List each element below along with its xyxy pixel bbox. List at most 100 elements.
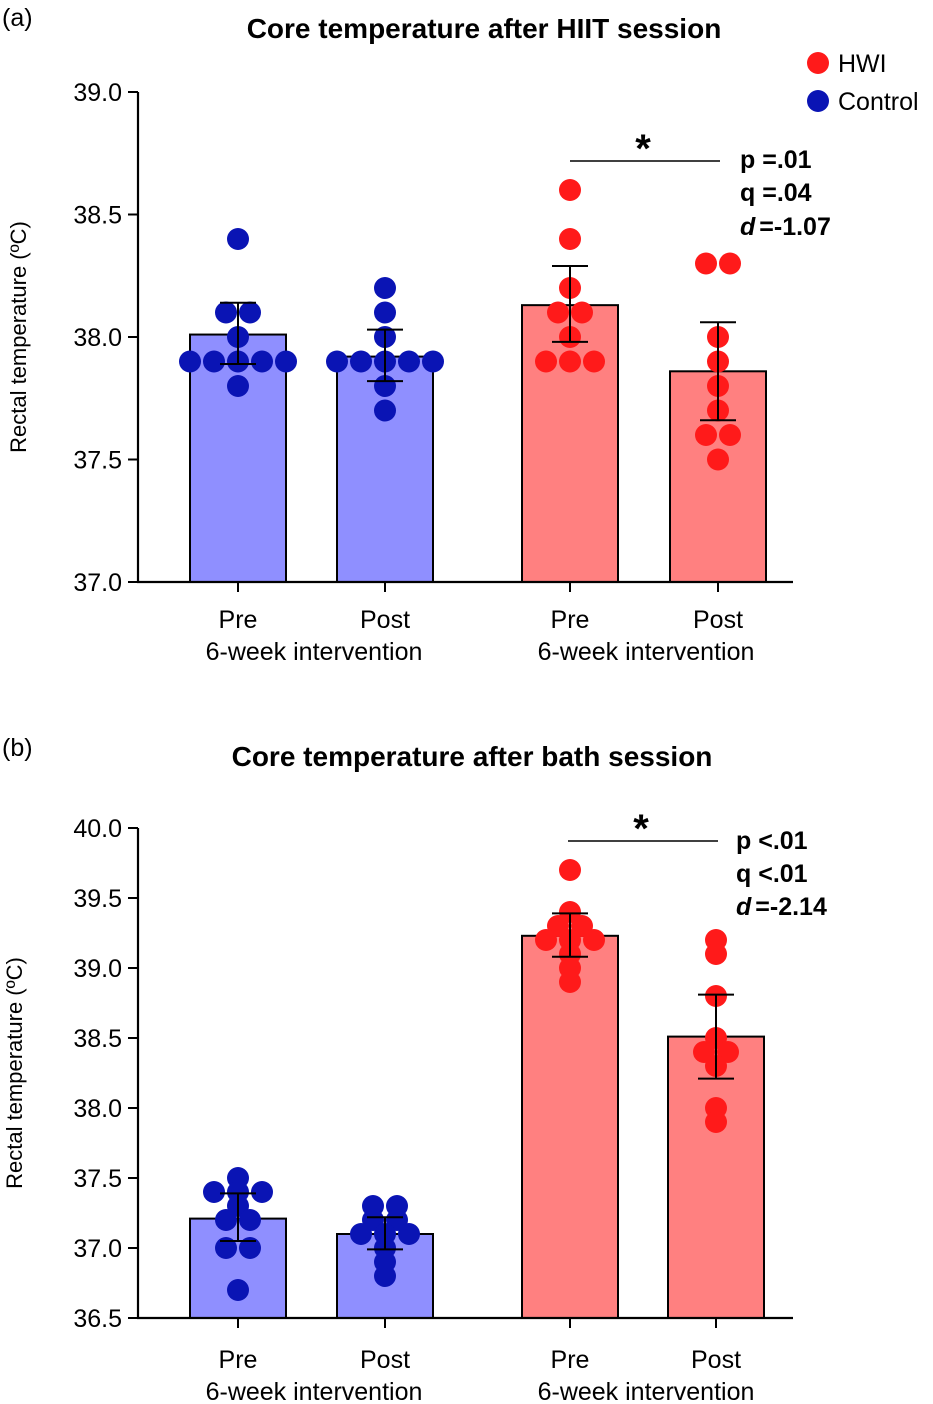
panel-b-group-label: 6-week intervention xyxy=(206,1378,423,1404)
data-point xyxy=(695,252,717,275)
legend-hwi-marker xyxy=(807,52,829,74)
panel-a-category-label: Pre xyxy=(219,606,258,634)
y-tick-label: 38.0 xyxy=(73,324,122,352)
panel-b-p-value: p <.01 xyxy=(736,827,808,855)
data-point xyxy=(559,179,581,201)
panel-b-q-value: q <.01 xyxy=(736,860,808,888)
data-point xyxy=(275,350,297,373)
data-point xyxy=(398,1223,420,1245)
data-point xyxy=(535,350,557,373)
data-point xyxy=(374,399,396,422)
data-point xyxy=(374,1265,396,1287)
panel-a-marks xyxy=(179,179,767,583)
data-point xyxy=(350,350,372,373)
data-point xyxy=(203,1181,225,1203)
panel-a-group-label: 6-week intervention xyxy=(206,638,423,666)
panel-a-title: Core temperature after HIIT session xyxy=(247,13,722,44)
data-point xyxy=(374,277,396,299)
data-point xyxy=(227,375,249,397)
data-point xyxy=(227,1279,249,1301)
data-point xyxy=(215,1209,237,1231)
data-point xyxy=(251,350,273,373)
bar xyxy=(667,1035,765,1319)
panel-a-y-axis-label: Rectal temperature (ºC) xyxy=(6,221,31,453)
y-tick-label: 39.0 xyxy=(73,955,122,983)
panel-a-p-value: p =.01 xyxy=(740,146,812,174)
panel-a-d-symbol: d xyxy=(740,213,756,241)
panel-b-category-label: Post xyxy=(360,1346,410,1374)
panel-b-y-axis-label: Rectal temperature (ºC) xyxy=(2,957,27,1189)
data-point xyxy=(350,1223,372,1245)
panel-a: (a) Core temperature after HIIT session … xyxy=(2,4,831,666)
data-point xyxy=(705,1111,727,1133)
y-tick-label: 36.5 xyxy=(73,1305,122,1333)
panel-b-category-label: Pre xyxy=(551,1346,590,1374)
data-point xyxy=(203,350,225,373)
legend: HWI Control xyxy=(807,50,919,116)
y-tick-label: 40.0 xyxy=(73,815,122,843)
data-point xyxy=(326,350,348,373)
data-point xyxy=(374,301,396,324)
panel-a-ticks: 37.0 37.5 38.0 38.5 39.0 xyxy=(73,79,719,597)
legend-control-marker xyxy=(807,90,829,112)
panel-b-group-label: 6-week intervention xyxy=(538,1378,755,1404)
data-point xyxy=(583,929,605,951)
panel-a-group-label: 6-week intervention xyxy=(538,638,755,666)
data-point xyxy=(719,252,741,275)
bar xyxy=(521,934,619,1319)
data-point xyxy=(422,350,444,373)
panel-a-category-label: Pre xyxy=(551,606,590,634)
data-point xyxy=(179,350,201,373)
data-point xyxy=(251,1181,273,1203)
panel-a-q-value: q =.04 xyxy=(740,179,812,207)
data-point xyxy=(398,350,420,373)
y-tick-label: 37.0 xyxy=(73,569,122,597)
y-tick-label: 37.0 xyxy=(73,1235,122,1263)
panel-b-category-label: Post xyxy=(691,1346,741,1374)
panel-b-category-label: Pre xyxy=(219,1346,258,1374)
data-point xyxy=(707,448,729,471)
panel-b-label: (b) xyxy=(2,734,33,762)
panel-a-significance-star: * xyxy=(635,127,651,171)
y-tick-label: 37.5 xyxy=(73,447,122,475)
data-point xyxy=(239,301,261,324)
data-point xyxy=(695,424,717,446)
data-point xyxy=(559,350,581,373)
data-point xyxy=(215,301,237,324)
panel-a-category-label: Post xyxy=(693,606,743,634)
panel-a-d-number: =-1.07 xyxy=(759,213,831,241)
data-point xyxy=(215,1237,237,1259)
panel-a-category-label: Post xyxy=(360,606,410,634)
data-point xyxy=(719,424,741,446)
data-point xyxy=(571,301,593,324)
data-point xyxy=(705,943,727,965)
panel-a-label: (a) xyxy=(2,4,33,32)
data-point xyxy=(547,301,569,324)
data-point xyxy=(583,350,605,373)
y-tick-label: 38.5 xyxy=(73,202,122,230)
y-tick-label: 39.5 xyxy=(73,885,122,913)
data-point xyxy=(559,859,581,881)
panel-b-marks xyxy=(189,859,765,1319)
panel-b-title: Core temperature after bath session xyxy=(232,741,713,772)
panel-b-d-number: =-2.14 xyxy=(755,893,827,921)
panel-b-d-value: d =-2.14 xyxy=(736,893,827,921)
y-tick-label: 38.0 xyxy=(73,1095,122,1123)
panel-b-d-symbol: d xyxy=(736,893,752,921)
panel-b: (b) Core temperature after bath session … xyxy=(2,734,827,1404)
data-point xyxy=(239,1209,261,1231)
y-tick-label: 37.5 xyxy=(73,1165,122,1193)
legend-hwi-label: HWI xyxy=(838,50,887,78)
data-point xyxy=(227,228,249,250)
legend-control-label: Control xyxy=(838,88,919,116)
y-tick-label: 38.5 xyxy=(73,1025,122,1053)
data-point xyxy=(535,929,557,951)
data-point xyxy=(559,228,581,250)
panel-b-ticks: 36.5 37.0 37.5 38.0 38.5 39.0 39.5 40.0 xyxy=(73,815,717,1333)
panel-b-significance-star: * xyxy=(633,807,649,851)
data-point xyxy=(559,971,581,993)
data-point xyxy=(239,1237,261,1259)
panel-a-d-value: d =-1.07 xyxy=(740,213,831,241)
y-tick-label: 39.0 xyxy=(73,79,122,107)
